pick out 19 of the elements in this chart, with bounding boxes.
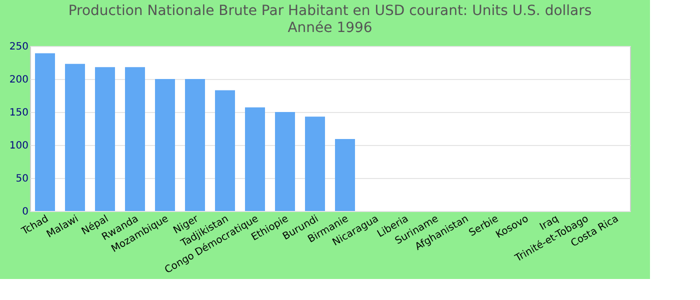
y-tick-label: 150: [9, 108, 28, 118]
y-tick-label: 250: [9, 42, 28, 52]
y-tick-label: 100: [9, 140, 28, 152]
bar: [215, 90, 235, 211]
bar: [125, 67, 145, 211]
bar: [185, 79, 205, 211]
bar: [275, 112, 295, 211]
chart-title: Production Nationale Brute Par Habitant en USD courant: Units U.S. dollars: [68, 3, 592, 19]
bar: [245, 107, 265, 211]
bar: [155, 79, 175, 211]
y-tick-label: 0: [22, 206, 28, 218]
bar: [95, 67, 115, 211]
bar: [335, 139, 355, 211]
chart-subtitle: Année 1996: [288, 20, 372, 36]
y-tick-label: 200: [9, 74, 28, 86]
bar: [65, 64, 85, 211]
bar: [305, 116, 325, 211]
bar: [35, 53, 55, 211]
y-tick-label: 50: [16, 174, 28, 184]
